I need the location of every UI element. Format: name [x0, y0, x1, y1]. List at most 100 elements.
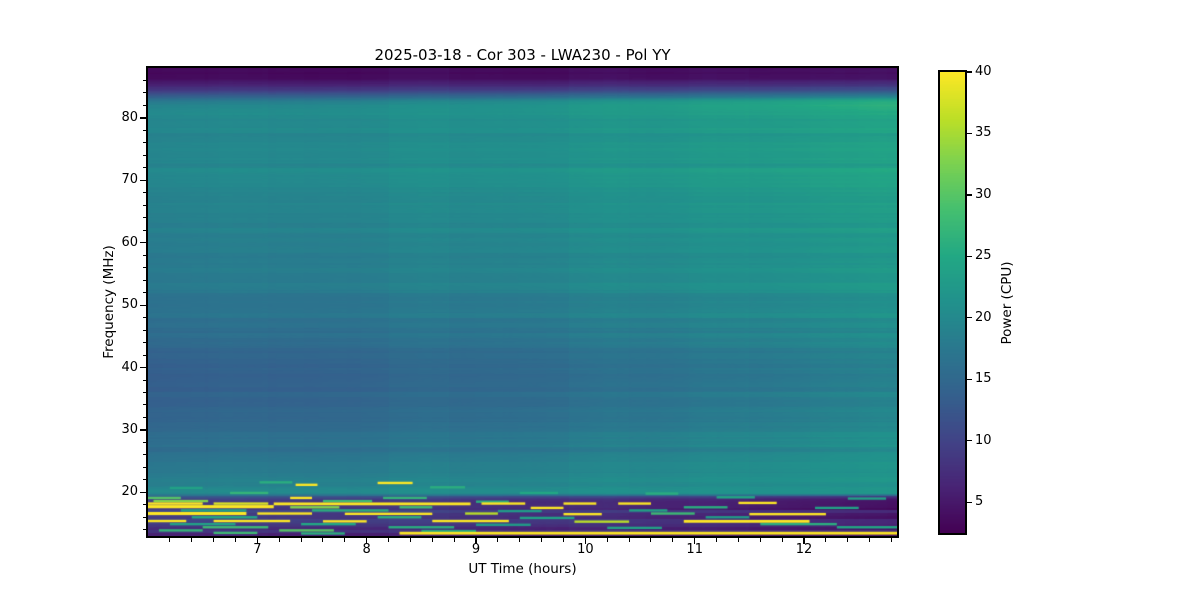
y-tick-label: 30	[121, 421, 138, 437]
y-tick-label: 80	[121, 109, 138, 125]
y-minor-tick	[142, 379, 146, 381]
y-minor-tick	[142, 192, 146, 194]
x-minor-tick	[891, 538, 893, 542]
colorbar-tick-label: 40	[975, 64, 992, 79]
x-tick-label: 11	[686, 542, 703, 557]
x-minor-tick	[453, 538, 455, 542]
x-minor-tick	[781, 538, 783, 542]
x-major-tick	[584, 538, 586, 544]
x-minor-tick	[278, 538, 280, 542]
y-minor-tick	[142, 416, 146, 418]
x-minor-tick	[672, 538, 674, 542]
x-axis-label: UT Time (hours)	[468, 561, 577, 577]
y-major-tick	[140, 366, 146, 369]
x-tick-label: 8	[362, 542, 371, 557]
y-minor-tick	[142, 354, 146, 356]
x-minor-tick	[344, 538, 346, 542]
x-major-tick	[803, 538, 805, 544]
colorbar-tick	[967, 317, 972, 319]
colorbar-tick-label: 30	[975, 186, 992, 202]
y-minor-tick	[142, 229, 146, 231]
colorbar-tick	[967, 378, 972, 380]
x-minor-tick	[213, 538, 215, 542]
colorbar-tick	[967, 71, 972, 73]
x-minor-tick	[300, 538, 302, 542]
y-major-tick	[140, 179, 146, 181]
y-minor-tick	[142, 92, 146, 94]
x-minor-tick	[409, 538, 411, 542]
colorbar-label: Power (CPU)	[999, 261, 1015, 345]
y-axis-label: Frequency (MHz)	[101, 245, 117, 359]
y-major-tick	[140, 429, 146, 431]
colorbar-tick-label: 15	[975, 371, 992, 387]
y-major-tick	[140, 242, 146, 244]
x-minor-tick	[541, 538, 543, 542]
y-minor-tick	[142, 466, 146, 468]
x-minor-tick	[847, 538, 849, 542]
x-major-tick	[256, 538, 258, 544]
colorbar-tick	[967, 501, 972, 503]
colorbar-tick	[967, 132, 972, 135]
y-minor-tick	[142, 391, 146, 393]
x-minor-tick	[169, 538, 171, 542]
y-major-tick	[140, 491, 146, 493]
y-tick-label: 70	[121, 172, 138, 188]
chart-title: 2025-03-18 - Cor 303 - LWA230 - Pol YY	[374, 46, 671, 64]
spectrogram-plot-frame	[146, 66, 899, 538]
colorbar-tick-label: 5	[975, 494, 984, 510]
x-minor-tick	[716, 538, 718, 542]
y-major-tick	[140, 117, 146, 119]
y-minor-tick	[142, 79, 146, 81]
colorbar-frame	[938, 70, 967, 535]
colorbar-tick	[967, 255, 972, 257]
x-major-tick	[694, 538, 696, 544]
colorbar-canvas	[940, 72, 965, 533]
y-major-tick	[140, 304, 146, 306]
x-minor-tick	[388, 538, 390, 542]
y-minor-tick	[142, 104, 146, 106]
y-minor-tick	[142, 441, 146, 443]
spectrogram-canvas	[148, 68, 897, 536]
colorbar-tick-label: 20	[975, 309, 992, 325]
x-minor-tick	[563, 538, 564, 542]
x-minor-tick	[628, 538, 630, 542]
y-minor-tick	[142, 154, 146, 156]
x-minor-tick	[606, 538, 608, 542]
x-major-tick	[366, 538, 368, 544]
x-tick-label: 12	[795, 542, 813, 557]
x-minor-tick	[497, 538, 499, 542]
x-minor-tick	[650, 538, 652, 542]
y-minor-tick	[142, 342, 146, 344]
y-minor-tick	[142, 204, 146, 206]
y-minor-tick	[142, 217, 146, 219]
x-minor-tick	[191, 538, 193, 542]
y-minor-tick	[142, 317, 146, 319]
y-minor-tick	[142, 142, 146, 144]
x-minor-tick	[759, 538, 761, 542]
y-minor-tick	[142, 129, 146, 131]
y-minor-tick	[142, 267, 146, 269]
y-tick-label: 40	[121, 359, 138, 375]
x-minor-tick	[825, 538, 827, 542]
x-minor-tick	[234, 538, 236, 542]
y-minor-tick	[142, 404, 146, 406]
colorbar-tick	[967, 440, 972, 442]
y-minor-tick	[142, 329, 146, 331]
x-tick-label: 9	[471, 542, 481, 557]
x-minor-tick	[737, 538, 739, 542]
x-tick-label: 7	[253, 542, 262, 557]
colorbar-tick-label: 25	[975, 248, 992, 264]
y-tick-label: 20	[121, 484, 138, 500]
y-minor-tick	[142, 454, 146, 456]
y-minor-tick	[142, 529, 146, 531]
colorbar-tick-label: 35	[975, 125, 992, 141]
y-minor-tick	[142, 254, 146, 256]
x-minor-tick	[431, 538, 433, 542]
y-minor-tick	[142, 479, 146, 481]
x-minor-tick	[519, 538, 521, 542]
y-minor-tick	[142, 279, 146, 281]
y-tick-label: 50	[121, 297, 138, 313]
y-minor-tick	[142, 504, 146, 506]
colorbar-tick-label: 10	[975, 432, 992, 448]
